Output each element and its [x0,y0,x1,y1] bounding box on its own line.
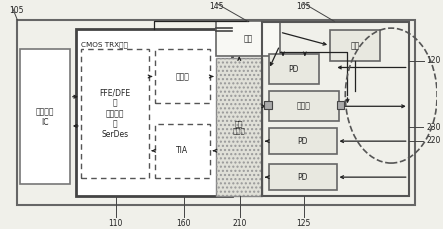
Bar [155,124,210,178]
Text: PD: PD [297,137,308,146]
Text: PD: PD [289,65,299,74]
Bar [77,29,232,196]
Bar [216,21,280,56]
Text: 165: 165 [296,2,311,11]
Bar [81,49,148,178]
Text: 调制器: 调制器 [297,102,311,111]
Text: FFE/DFE
和
重定时器
和
SerDes: FFE/DFE 和 重定时器 和 SerDes [99,88,130,139]
Bar [216,58,262,196]
Text: 有效数据
IC: 有效数据 IC [35,107,54,127]
Bar [17,20,415,205]
Bar [264,101,272,109]
Bar [269,91,339,121]
Bar [216,58,262,196]
Text: 145: 145 [209,2,224,11]
Text: 驱动器: 驱动器 [175,72,190,81]
Text: 低速
电开关: 低速 电开关 [233,120,246,134]
Text: 120: 120 [426,56,440,65]
Bar [269,164,337,190]
Bar [269,128,337,154]
Text: 160: 160 [176,219,191,228]
Text: 激光: 激光 [350,41,360,50]
Text: 230: 230 [426,123,441,132]
Bar [155,49,210,104]
Text: 控制: 控制 [243,34,253,43]
Bar [337,101,344,109]
Bar [269,54,319,84]
Bar [262,22,409,196]
Text: 220: 220 [426,136,440,145]
Bar [330,30,380,61]
Text: 210: 210 [232,219,247,228]
Bar [19,49,70,184]
Text: PD: PD [297,173,308,182]
Text: 105: 105 [10,6,24,15]
Text: 110: 110 [109,219,123,228]
Text: TIA: TIA [176,146,189,155]
Text: CMOS TRX引擎: CMOS TRX引擎 [81,42,128,48]
Text: 125: 125 [296,219,311,228]
